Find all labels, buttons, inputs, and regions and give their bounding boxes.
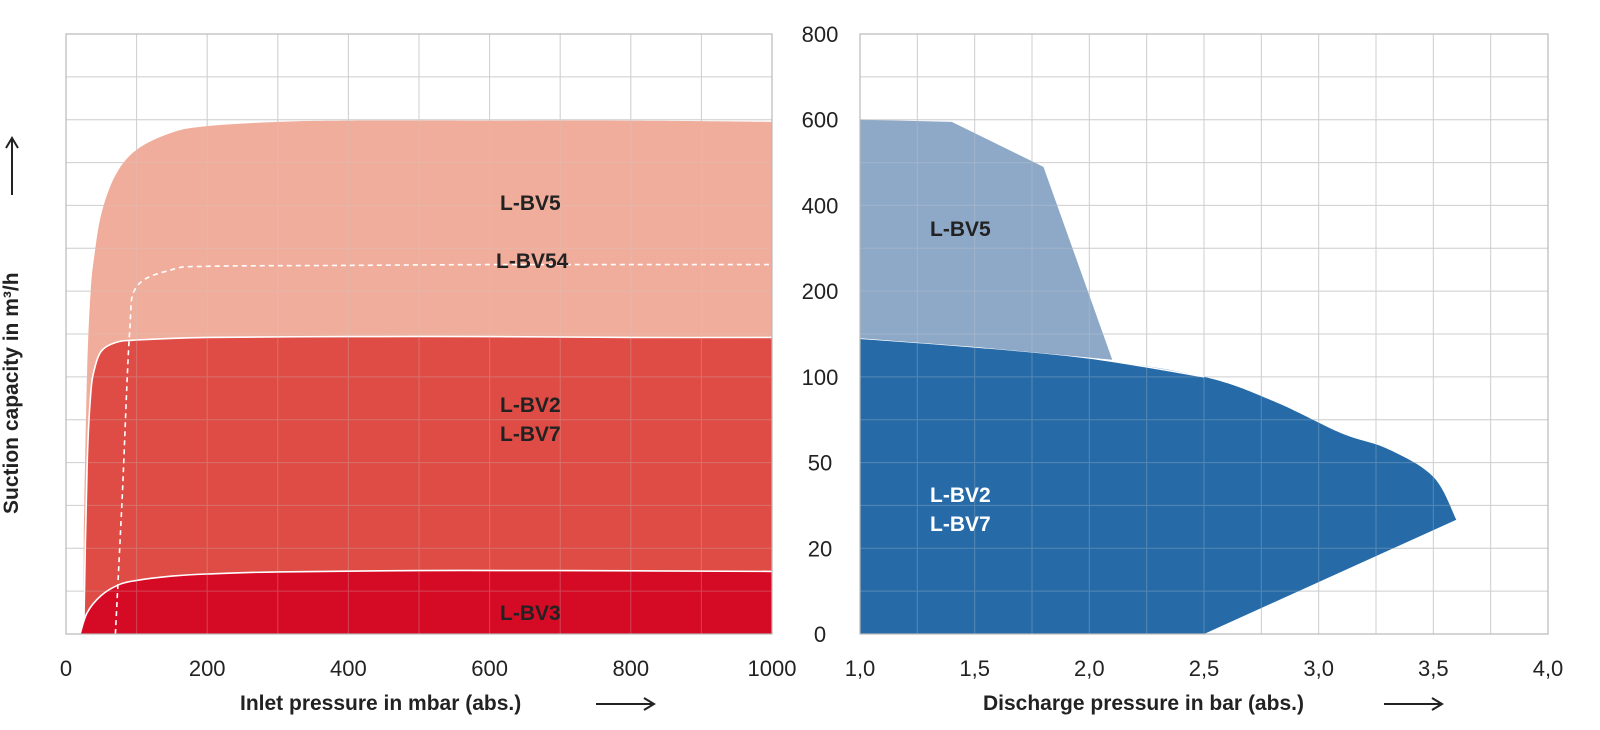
left-x-tick-label: 800 [612, 656, 649, 681]
y-axis-title: Suction capacity in m³/h [0, 272, 23, 514]
right-plot-gridlines-overlay [860, 34, 1548, 634]
label-lbv2-right: L-BV2 [930, 484, 991, 507]
y-tick-label: 200 [802, 279, 839, 304]
lbv2-lbv7-left-area [83, 336, 772, 634]
left-area-labels: L-BV5 L-BV54 L-BV2 L-BV7 L-BV3 [496, 192, 569, 625]
left-x-tick-label: 0 [60, 656, 72, 681]
right-x-tick-label: 2,0 [1074, 656, 1105, 681]
label-lbv7-left: L-BV7 [500, 423, 561, 446]
y-tick-label: 600 [802, 108, 839, 133]
right-x-axis-arrow [1384, 697, 1444, 711]
left-plot-frame [65, 33, 773, 635]
left-x-tick-label: 600 [471, 656, 508, 681]
right-x-tick-label: 2,5 [1189, 656, 1220, 681]
lbv5-right-area [860, 119, 1113, 360]
right-area-labels: L-BV5 L-BV2 L-BV7 [930, 218, 991, 536]
right-plot-areas [860, 119, 1457, 634]
axis-ticks: 0 200 400 600 800 1000 1,0 1,5 2,0 2,5 3,0 3,5 4,0 0 2… [60, 22, 1563, 681]
label-lbv3-left: L-BV3 [500, 602, 561, 625]
left-x-axis-title: Inlet pressure in mbar (abs.) [240, 692, 521, 715]
right-plot-frame [859, 33, 1549, 635]
y-tick-label: 800 [802, 22, 839, 47]
left-x-tick-label: 200 [189, 656, 226, 681]
label-lbv54-left: L-BV54 [496, 250, 569, 273]
right-x-tick-label: 1,0 [845, 656, 876, 681]
left-x-tick-label: 1000 [748, 656, 797, 681]
y-axis-arrow [5, 136, 19, 195]
right-x-tick-label: 4,0 [1533, 656, 1564, 681]
left-plot-gridlines-overlay [66, 34, 772, 634]
right-x-tick-label: 3,5 [1418, 656, 1449, 681]
y-tick-label: 20 [808, 536, 832, 561]
lbv2-lbv7-right-area [860, 338, 1457, 634]
label-lbv7-right: L-BV7 [930, 513, 991, 536]
left-x-axis-arrow [596, 697, 656, 711]
y-tick-label: 400 [802, 193, 839, 218]
y-tick-label: 100 [802, 365, 839, 390]
label-lbv5-left: L-BV5 [500, 192, 561, 215]
right-x-tick-label: 3,0 [1303, 656, 1334, 681]
y-tick-label: 50 [808, 451, 832, 476]
left-x-tick-label: 400 [330, 656, 367, 681]
lbv2-lbv7-left-outline [82, 335, 772, 634]
left-plot-areas [79, 120, 772, 634]
label-lbv5-right: L-BV5 [930, 218, 991, 241]
right-x-axis-title: Discharge pressure in bar (abs.) [983, 692, 1304, 715]
label-lbv2-left: L-BV2 [500, 394, 561, 417]
y-tick-label: 0 [814, 622, 826, 647]
lbv3-left-area [80, 570, 772, 634]
lbv3-left-outline [79, 569, 772, 634]
right-x-tick-label: 1,5 [959, 656, 990, 681]
